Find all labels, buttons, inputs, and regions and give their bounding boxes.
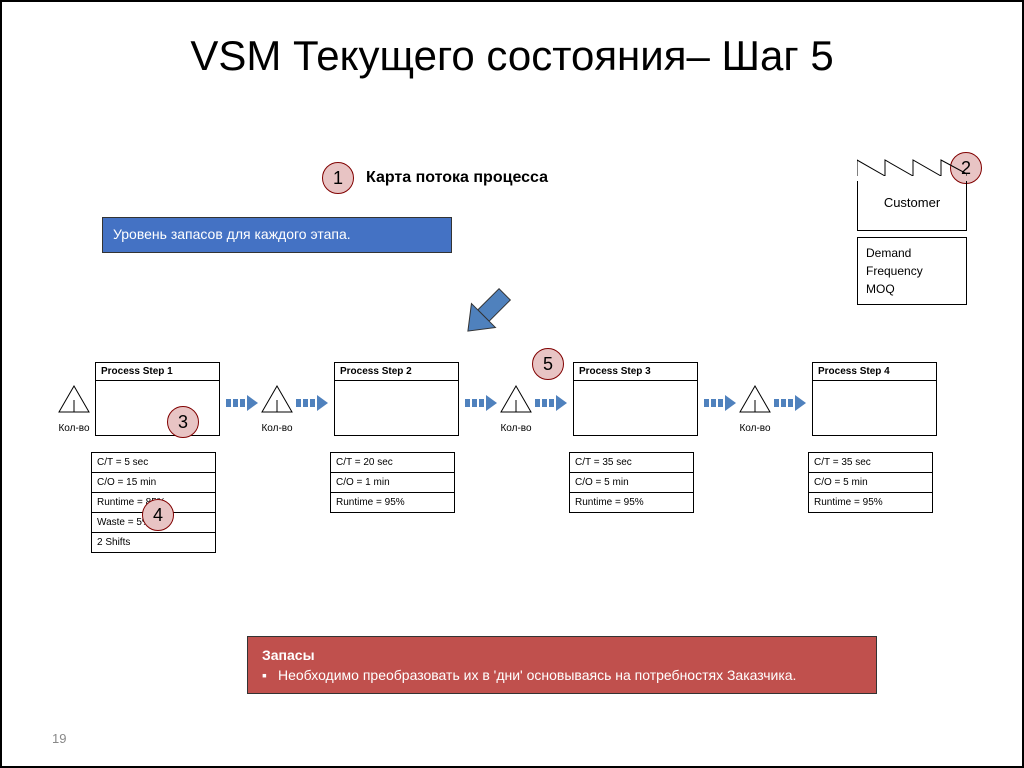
process-header: Process Step 3 xyxy=(574,363,697,381)
data-row: C/T = 5 sec xyxy=(91,452,216,473)
data-row: C/O = 1 min xyxy=(330,473,455,493)
badge-1: 1 xyxy=(322,162,354,194)
inventory-triangle: Кол-во xyxy=(260,384,294,434)
badge-5: 5 xyxy=(532,348,564,380)
customer-label: Customer xyxy=(857,181,967,231)
process-step-4: Process Step 4 C/T = 35 sec C/O = 5 min … xyxy=(808,362,941,513)
process-header: Process Step 4 xyxy=(813,363,936,381)
page-number: 19 xyxy=(52,731,66,746)
push-arrow-icon xyxy=(226,394,258,412)
data-box: C/T = 35 sec C/O = 5 min Runtime = 95% xyxy=(569,452,694,513)
factory-roof-icon xyxy=(857,152,967,176)
data-row: C/T = 35 sec xyxy=(569,452,694,473)
demand-line: Demand xyxy=(866,244,958,262)
data-box: C/T = 35 sec C/O = 5 min Runtime = 95% xyxy=(808,452,933,513)
demand-line: Frequency xyxy=(866,262,958,280)
data-row: Runtime = 95% xyxy=(808,493,933,513)
process-step-2: Process Step 2 C/T = 20 sec C/O = 1 min … xyxy=(330,362,463,513)
triangle-icon xyxy=(260,384,294,414)
process-header: Process Step 2 xyxy=(335,363,458,381)
qty-label: Кол-во xyxy=(260,423,294,434)
data-row: C/O = 15 min xyxy=(91,473,216,493)
process-step-3: Process Step 3 C/T = 35 sec C/O = 5 min … xyxy=(569,362,702,513)
process-body xyxy=(335,381,458,435)
slide: VSM Текущего состояния– Шаг 5 1 Карта по… xyxy=(2,2,1022,766)
process-body xyxy=(574,381,697,435)
qty-label: Кол-во xyxy=(738,423,772,434)
qty-label: Кол-во xyxy=(499,423,533,434)
push-arrow-icon xyxy=(296,394,328,412)
subtitle-text: Карта потока процесса xyxy=(366,169,548,187)
push-arrow-icon xyxy=(774,394,806,412)
arrow-down-icon xyxy=(452,277,522,347)
data-row: C/T = 35 sec xyxy=(808,452,933,473)
inventory-level-box: Уровень запасов для каждого этапа. xyxy=(102,217,452,253)
data-row: 2 Shifts xyxy=(91,533,216,553)
subtitle-row: 1 Карта потока процесса xyxy=(322,162,548,194)
process-body xyxy=(813,381,936,435)
triangle-icon xyxy=(738,384,772,414)
process-header: Process Step 1 xyxy=(96,363,219,381)
process-row: Кол-во Process Step 1 C/T = 5 sec C/O = … xyxy=(57,362,941,553)
triangle-icon xyxy=(499,384,533,414)
process-body xyxy=(96,381,219,435)
data-box: C/T = 20 sec C/O = 1 min Runtime = 95% xyxy=(330,452,455,513)
demand-box: Demand Frequency MOQ xyxy=(857,237,967,305)
data-row: C/O = 5 min xyxy=(808,473,933,493)
triangle-icon xyxy=(57,384,91,414)
inventory-triangle: Кол-во xyxy=(738,384,772,434)
notes-bullet: Необходимо преобразовать их в 'дни' осно… xyxy=(262,667,862,683)
demand-line: MOQ xyxy=(866,280,958,298)
qty-label: Кол-во xyxy=(57,423,91,434)
push-arrow-icon xyxy=(465,394,497,412)
data-row: Runtime = 95% xyxy=(569,493,694,513)
notes-box: Запасы Необходимо преобразовать их в 'дн… xyxy=(247,636,877,694)
inventory-triangle: Кол-во xyxy=(57,384,91,434)
inventory-triangle: Кол-во xyxy=(499,384,533,434)
data-row: C/O = 5 min xyxy=(569,473,694,493)
customer-box: Customer xyxy=(857,152,967,231)
slide-title: VSM Текущего состояния– Шаг 5 xyxy=(42,32,982,80)
badge-3: 3 xyxy=(167,406,199,438)
data-row: Runtime = 95% xyxy=(330,493,455,513)
push-arrow-icon xyxy=(535,394,567,412)
notes-title: Запасы xyxy=(262,647,862,663)
data-row: C/T = 20 sec xyxy=(330,452,455,473)
push-arrow-icon xyxy=(704,394,736,412)
badge-4: 4 xyxy=(142,499,174,531)
